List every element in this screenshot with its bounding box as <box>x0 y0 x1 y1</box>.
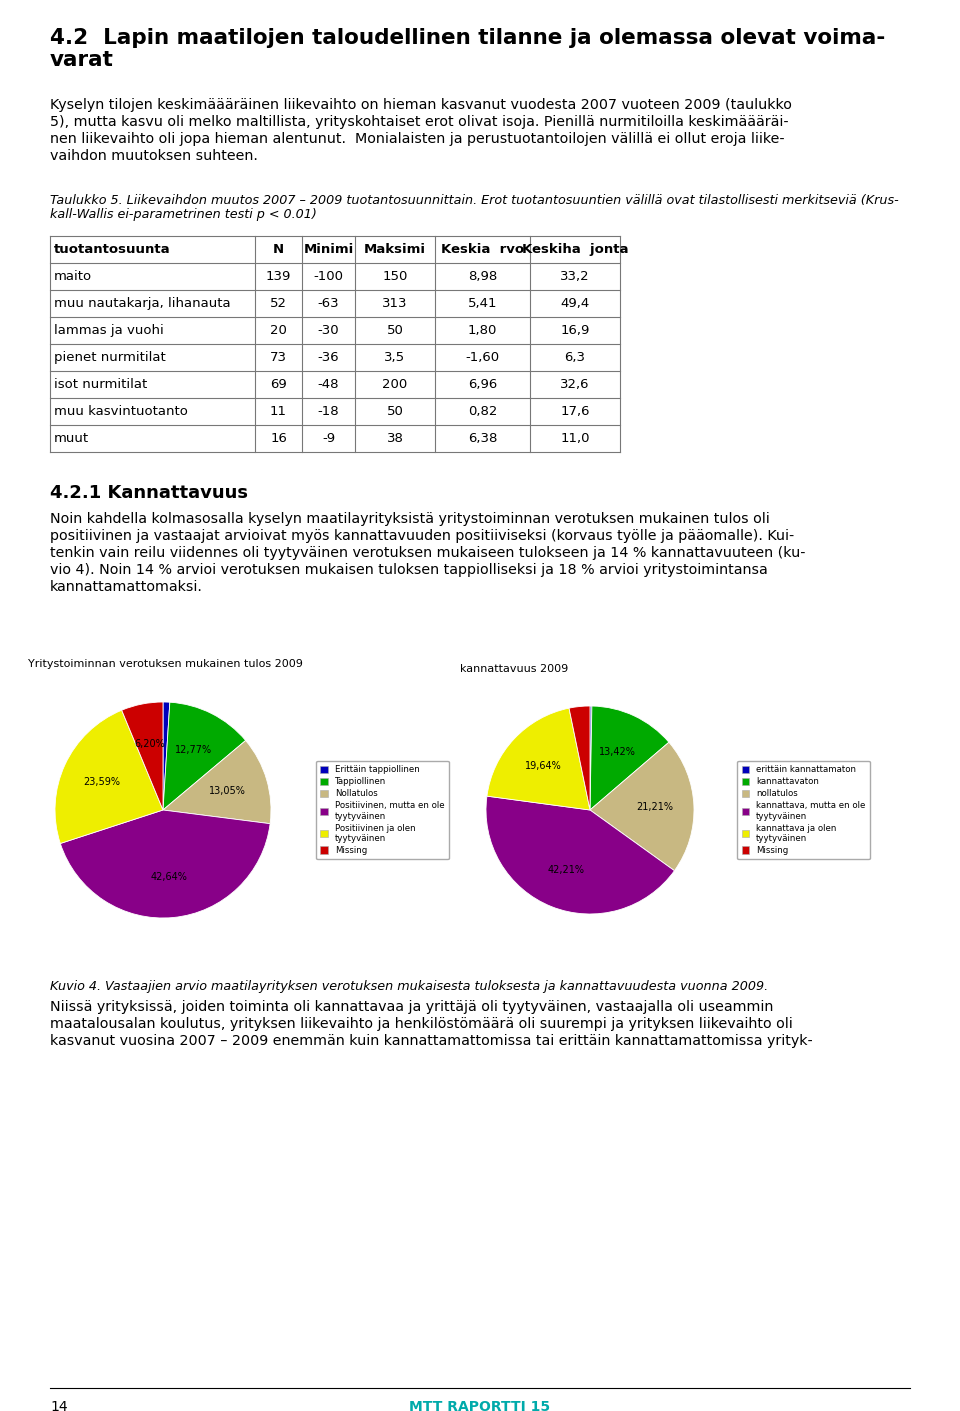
Text: muut: muut <box>54 432 89 444</box>
Text: 32,6: 32,6 <box>561 378 589 391</box>
Text: vaihdon muutoksen suhteen.: vaihdon muutoksen suhteen. <box>50 150 258 164</box>
Wedge shape <box>55 710 163 844</box>
Text: 13,05%: 13,05% <box>209 786 246 796</box>
Text: 13,42%: 13,42% <box>599 746 636 756</box>
Text: -100: -100 <box>314 270 344 284</box>
Text: Keskiha  jonta: Keskiha jonta <box>521 243 628 255</box>
Text: muu kasvintuotanto: muu kasvintuotanto <box>54 405 188 418</box>
Text: 6,20%: 6,20% <box>134 739 165 749</box>
Text: vio 4). Noin 14 % arvioi verotuksen mukaisen tuloksen tappiolliseksi ja 18 % arv: vio 4). Noin 14 % arvioi verotuksen muka… <box>50 563 768 577</box>
Text: 52: 52 <box>270 296 287 310</box>
Text: -36: -36 <box>318 351 339 364</box>
Text: 50: 50 <box>387 405 403 418</box>
Text: 42,64%: 42,64% <box>151 872 188 882</box>
Text: -1,60: -1,60 <box>466 351 499 364</box>
Text: Minimi: Minimi <box>303 243 353 255</box>
Text: positiivinen ja vastaajat arvioivat myös kannattavuuden positiiviseksi (korvaus : positiivinen ja vastaajat arvioivat myös… <box>50 529 794 543</box>
Text: Kyselyn tilojen keskimäääräinen liikevaihto on hieman kasvanut vuodesta 2007 vuo: Kyselyn tilojen keskimäääräinen liikevai… <box>50 97 792 111</box>
Text: 16,9: 16,9 <box>561 325 589 337</box>
Wedge shape <box>163 741 271 824</box>
Text: 17,6: 17,6 <box>561 405 589 418</box>
Wedge shape <box>60 810 270 919</box>
Text: tenkin vain reilu viidennes oli tyytyväinen verotuksen mukaiseen tulokseen ja 14: tenkin vain reilu viidennes oli tyytyväi… <box>50 546 805 560</box>
Text: muu nautakarja, lihanauta: muu nautakarja, lihanauta <box>54 296 230 310</box>
Wedge shape <box>163 703 246 810</box>
Text: 4.2.1 Kannattavuus: 4.2.1 Kannattavuus <box>50 484 248 502</box>
Text: nen liikevaihto oli jopa hieman alentunut.  Monialaisten ja perustuotantoilojen : nen liikevaihto oli jopa hieman alentunu… <box>50 133 784 145</box>
Text: -30: -30 <box>318 325 339 337</box>
Text: 1,80: 1,80 <box>468 325 497 337</box>
Text: Taulukko 5. Liikevaihdon muutos 2007 – 2009 tuotantosuunnittain. Erot tuotantosu: Taulukko 5. Liikevaihdon muutos 2007 – 2… <box>50 193 899 207</box>
Text: tuotantosuunta: tuotantosuunta <box>54 243 171 255</box>
Text: 313: 313 <box>382 296 408 310</box>
Text: 11: 11 <box>270 405 287 418</box>
Text: -18: -18 <box>318 405 339 418</box>
Wedge shape <box>590 706 669 810</box>
Text: -9: -9 <box>322 432 335 444</box>
Text: 5,41: 5,41 <box>468 296 497 310</box>
Text: Maksimi: Maksimi <box>364 243 426 255</box>
Text: maito: maito <box>54 270 92 284</box>
Text: 11,0: 11,0 <box>561 432 589 444</box>
Wedge shape <box>569 706 590 810</box>
Text: Keskia  rvo: Keskia rvo <box>441 243 524 255</box>
Text: 23,59%: 23,59% <box>84 777 121 787</box>
Wedge shape <box>163 703 170 810</box>
Text: 5), mutta kasvu oli melko maltillista, yrityskohtaiset erot olivat isoja. Pienil: 5), mutta kasvu oli melko maltillista, y… <box>50 116 788 128</box>
Text: 33,2: 33,2 <box>561 270 589 284</box>
Text: 12,77%: 12,77% <box>175 745 212 755</box>
Text: 38: 38 <box>387 432 403 444</box>
Text: 50: 50 <box>387 325 403 337</box>
Wedge shape <box>487 708 590 810</box>
Text: 14: 14 <box>50 1400 67 1411</box>
Text: 4.2  Lapin maatilojen taloudellinen tilanne ja olemassa olevat voima-: 4.2 Lapin maatilojen taloudellinen tilan… <box>50 28 885 48</box>
Text: kall-Wallis ei-parametrinen testi p < 0.01): kall-Wallis ei-parametrinen testi p < 0.… <box>50 207 317 222</box>
Text: MTT RAPORTTI 15: MTT RAPORTTI 15 <box>409 1400 551 1411</box>
Text: 16: 16 <box>270 432 287 444</box>
Text: Niissä yrityksissä, joiden toiminta oli kannattavaa ja yrittäjä oli tyytyväinen,: Niissä yrityksissä, joiden toiminta oli … <box>50 1000 774 1015</box>
Text: 42,21%: 42,21% <box>547 865 585 875</box>
Text: 150: 150 <box>382 270 408 284</box>
Wedge shape <box>590 706 592 810</box>
Text: lammas ja vuohi: lammas ja vuohi <box>54 325 164 337</box>
Text: 0,82: 0,82 <box>468 405 497 418</box>
Text: 49,4: 49,4 <box>561 296 589 310</box>
Text: kannattamattomaksi.: kannattamattomaksi. <box>50 580 203 594</box>
Text: 69: 69 <box>270 378 287 391</box>
Text: -48: -48 <box>318 378 339 391</box>
Text: isot nurmitilat: isot nurmitilat <box>54 378 147 391</box>
Legend: erittäin kannattamaton, kannattavaton, nollatulos, kannattava, mutta en ole
tyyt: erittäin kannattamaton, kannattavaton, n… <box>737 761 870 859</box>
Text: Noin kahdella kolmasosalla kyselyn maatilayrityksistä yritystoiminnan verotuksen: Noin kahdella kolmasosalla kyselyn maati… <box>50 512 770 526</box>
Text: N: N <box>273 243 284 255</box>
Text: 21,21%: 21,21% <box>636 803 673 813</box>
Text: maatalousalan koulutus, yrityksen liikevaihto ja henkilöstömäärä oli suurempi ja: maatalousalan koulutus, yrityksen liikev… <box>50 1017 793 1031</box>
Text: 8,98: 8,98 <box>468 270 497 284</box>
Wedge shape <box>590 742 694 871</box>
Text: 20: 20 <box>270 325 287 337</box>
Text: Yritystoiminnan verotuksen mukainen tulos 2009: Yritystoiminnan verotuksen mukainen tulo… <box>28 659 302 669</box>
Text: kannattavuus 2009: kannattavuus 2009 <box>460 663 568 673</box>
Text: 200: 200 <box>382 378 408 391</box>
Wedge shape <box>122 703 163 810</box>
Text: -63: -63 <box>318 296 339 310</box>
Text: pienet nurmitilat: pienet nurmitilat <box>54 351 166 364</box>
Legend: Erittäin tappiollinen, Tappiollinen, Nollatulos, Positiivinen, mutta en ole
tyyt: Erittäin tappiollinen, Tappiollinen, Nol… <box>316 761 448 859</box>
Text: 6,3: 6,3 <box>564 351 586 364</box>
Text: 6,38: 6,38 <box>468 432 497 444</box>
Text: 6,96: 6,96 <box>468 378 497 391</box>
Text: 139: 139 <box>266 270 291 284</box>
Text: varat: varat <box>50 49 114 71</box>
Text: kasvanut vuosina 2007 – 2009 enemmän kuin kannattamattomissa tai erittäin kannat: kasvanut vuosina 2007 – 2009 enemmän kui… <box>50 1034 813 1048</box>
Wedge shape <box>486 796 675 914</box>
Text: 19,64%: 19,64% <box>524 761 562 770</box>
Text: Kuvio 4. Vastaajien arvio maatilayrityksen verotuksen mukaisesta tuloksesta ja k: Kuvio 4. Vastaajien arvio maatilayrityks… <box>50 981 768 993</box>
Text: 3,5: 3,5 <box>384 351 405 364</box>
Text: 73: 73 <box>270 351 287 364</box>
